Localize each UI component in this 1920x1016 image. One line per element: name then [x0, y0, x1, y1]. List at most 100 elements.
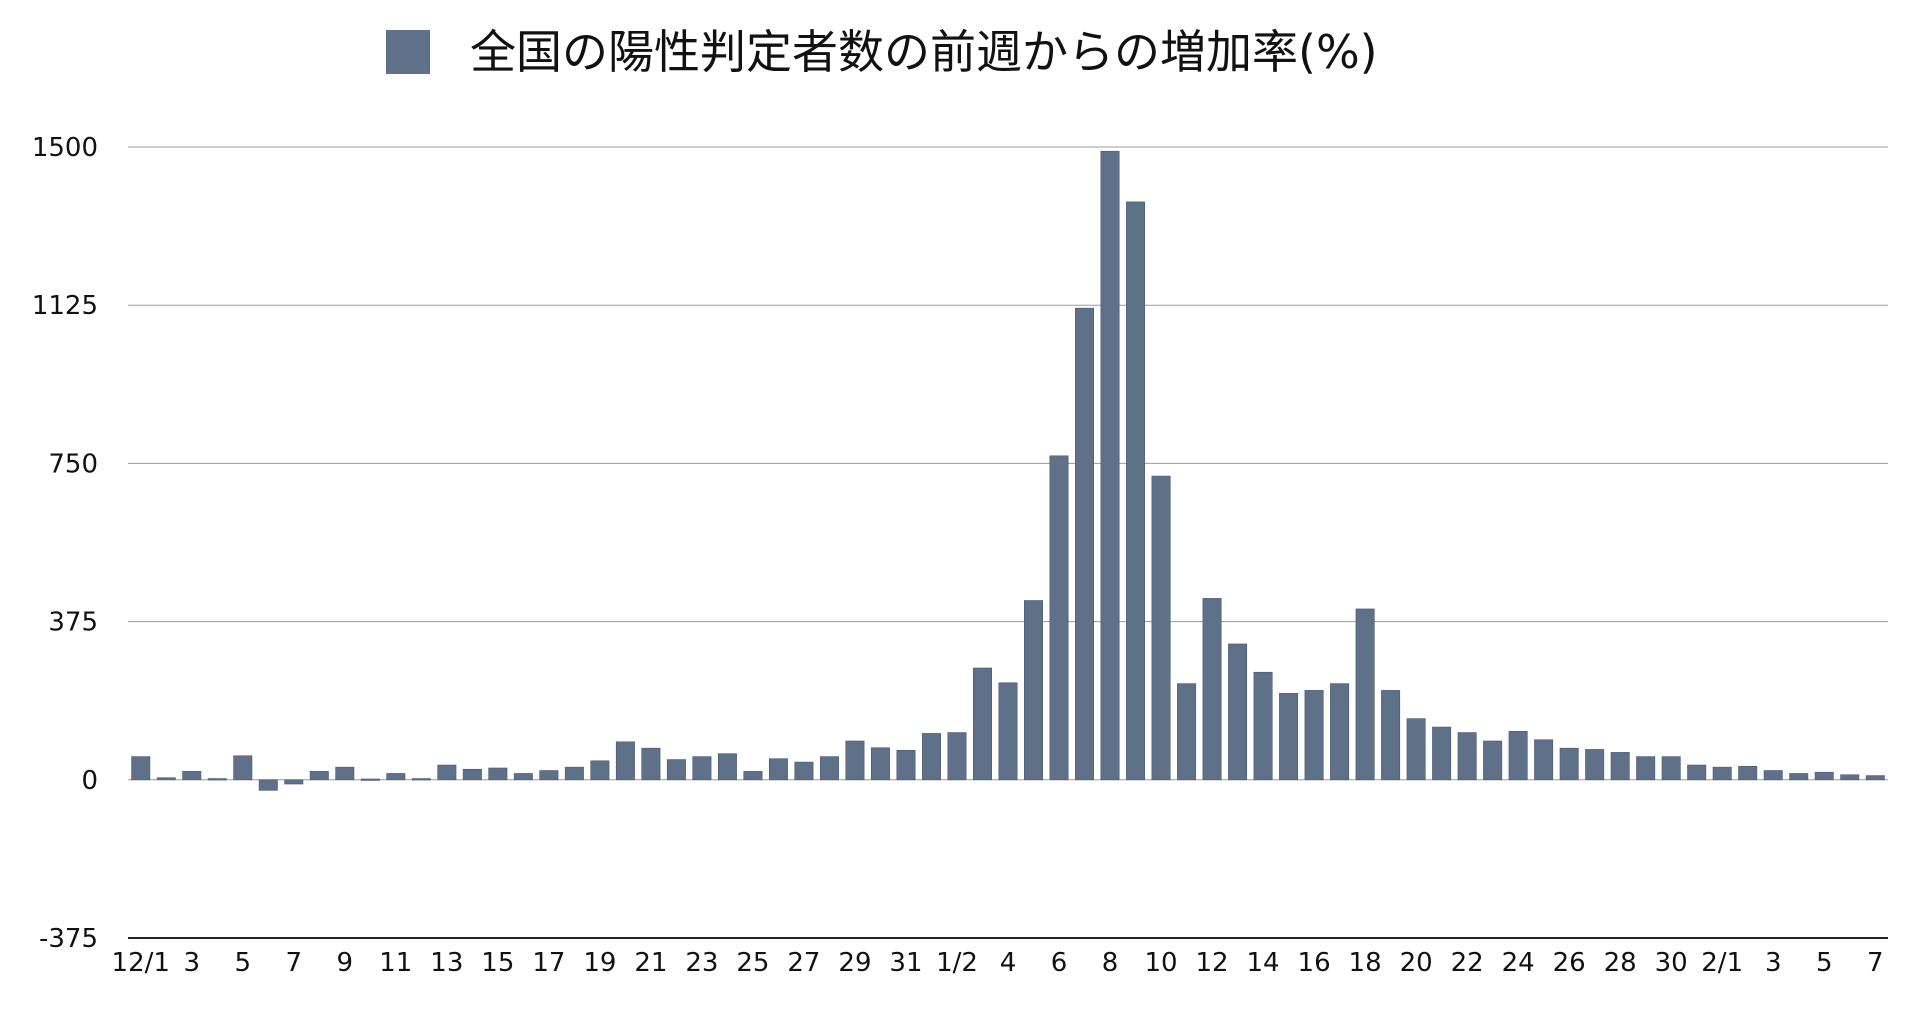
- y-axis: 1500 1125 750 375 0 -375: [32, 133, 98, 954]
- bar: [1789, 773, 1809, 781]
- bar: [1304, 690, 1324, 781]
- x-tick-label: 9: [337, 948, 354, 978]
- bar: [309, 771, 329, 781]
- y-tick-label: -375: [39, 924, 98, 954]
- bar: [564, 766, 584, 781]
- x-tick-label: 12: [1196, 948, 1229, 978]
- x-tick-label: 25: [736, 948, 769, 978]
- x-tick-label: 5: [235, 948, 252, 978]
- bar: [1483, 740, 1503, 781]
- bar: [1049, 455, 1069, 781]
- bar: [1228, 643, 1248, 781]
- x-tick-label: 20: [1400, 948, 1433, 978]
- bar: [1508, 730, 1528, 781]
- bar: [284, 779, 304, 785]
- bar: [1865, 775, 1885, 781]
- bar: [156, 777, 176, 781]
- x-tick-label: 19: [583, 948, 616, 978]
- x-tick-label: 7: [1867, 948, 1884, 978]
- chart-title: 全国の陽性判定者数の前週からの増加率(%): [470, 25, 1378, 79]
- bar: [615, 741, 635, 781]
- bar: [1126, 201, 1146, 781]
- bar: [1636, 756, 1656, 781]
- bar: [462, 768, 482, 781]
- bar: [335, 766, 355, 781]
- x-tick-label: 4: [1000, 948, 1017, 978]
- bar: [1763, 770, 1783, 781]
- bar: [641, 747, 661, 781]
- x-tick-label: 3: [1765, 948, 1782, 978]
- bar: [692, 756, 712, 781]
- bar: [845, 740, 865, 781]
- bar: [1024, 600, 1043, 781]
- x-tick-label: 8: [1102, 948, 1119, 978]
- x-tick-label: 21: [634, 948, 667, 978]
- legend-swatch: [386, 30, 430, 74]
- bar: [1687, 764, 1707, 781]
- y-tick-label: 375: [48, 608, 98, 638]
- bar: [360, 778, 380, 781]
- bar: [1279, 693, 1299, 781]
- x-tick-label: 7: [286, 948, 303, 978]
- y-tick-label: 0: [81, 766, 98, 796]
- bar: [233, 755, 253, 781]
- bar: [182, 771, 202, 781]
- bar: [921, 733, 941, 781]
- bar: [513, 773, 533, 781]
- bar: [1075, 307, 1095, 781]
- y-tick-label: 1500: [32, 133, 98, 163]
- bar: [1738, 766, 1758, 781]
- bar: [411, 778, 431, 781]
- bar: [488, 767, 508, 781]
- bar: [666, 759, 686, 781]
- x-tick-label: 26: [1553, 948, 1586, 978]
- x-tick-label: 1/2: [936, 948, 978, 978]
- x-tick-label: 14: [1247, 948, 1280, 978]
- x-tick-label: 27: [787, 948, 820, 978]
- bar: [539, 770, 559, 781]
- bar: [1457, 732, 1477, 781]
- x-tick-label: 16: [1298, 948, 1331, 978]
- x-tick-label: 10: [1144, 948, 1177, 978]
- bar: [1712, 766, 1732, 781]
- y-tick-label: 1125: [32, 291, 98, 321]
- bar: [768, 758, 788, 781]
- x-axis: 12/1 3 5 7 9 11 13 15 17 19 21 23 25 27 29 31 1/2 4 6 8 10 12…: [112, 948, 1884, 978]
- bar: [1381, 690, 1401, 781]
- bar: [947, 732, 967, 781]
- bar: [1253, 671, 1273, 781]
- x-tick-label: 12/1: [112, 948, 170, 978]
- x-tick-label: 15: [481, 948, 514, 978]
- bar: [1661, 756, 1681, 781]
- bar: [743, 771, 763, 781]
- bar: [437, 764, 457, 781]
- x-tick-label: 2/1: [1701, 948, 1743, 978]
- bars: [131, 150, 1885, 791]
- x-tick-label: 17: [532, 948, 565, 978]
- x-tick-label: 5: [1816, 948, 1833, 978]
- bar: [1100, 150, 1120, 781]
- bar: [870, 747, 890, 781]
- bar: [998, 682, 1018, 781]
- bar: [590, 760, 610, 781]
- bar: [973, 667, 992, 781]
- x-tick-label: 24: [1502, 948, 1535, 978]
- bar: [896, 749, 916, 781]
- x-tick-label: 30: [1655, 948, 1688, 978]
- bar: [819, 756, 839, 781]
- bar: [1585, 749, 1605, 781]
- bar: [207, 778, 227, 781]
- bar: [717, 753, 737, 781]
- x-tick-label: 13: [430, 948, 463, 978]
- x-tick-label: 3: [183, 948, 200, 978]
- bar: [386, 773, 406, 781]
- x-tick-label: 29: [838, 948, 871, 978]
- x-tick-label: 11: [379, 948, 412, 978]
- x-tick-label: 28: [1604, 948, 1637, 978]
- x-tick-label: 31: [889, 948, 922, 978]
- legend: 全国の陽性判定者数の前週からの増加率(%): [386, 25, 1378, 79]
- bar: [1177, 683, 1197, 781]
- x-tick-label: 23: [685, 948, 718, 978]
- bar: [794, 761, 814, 781]
